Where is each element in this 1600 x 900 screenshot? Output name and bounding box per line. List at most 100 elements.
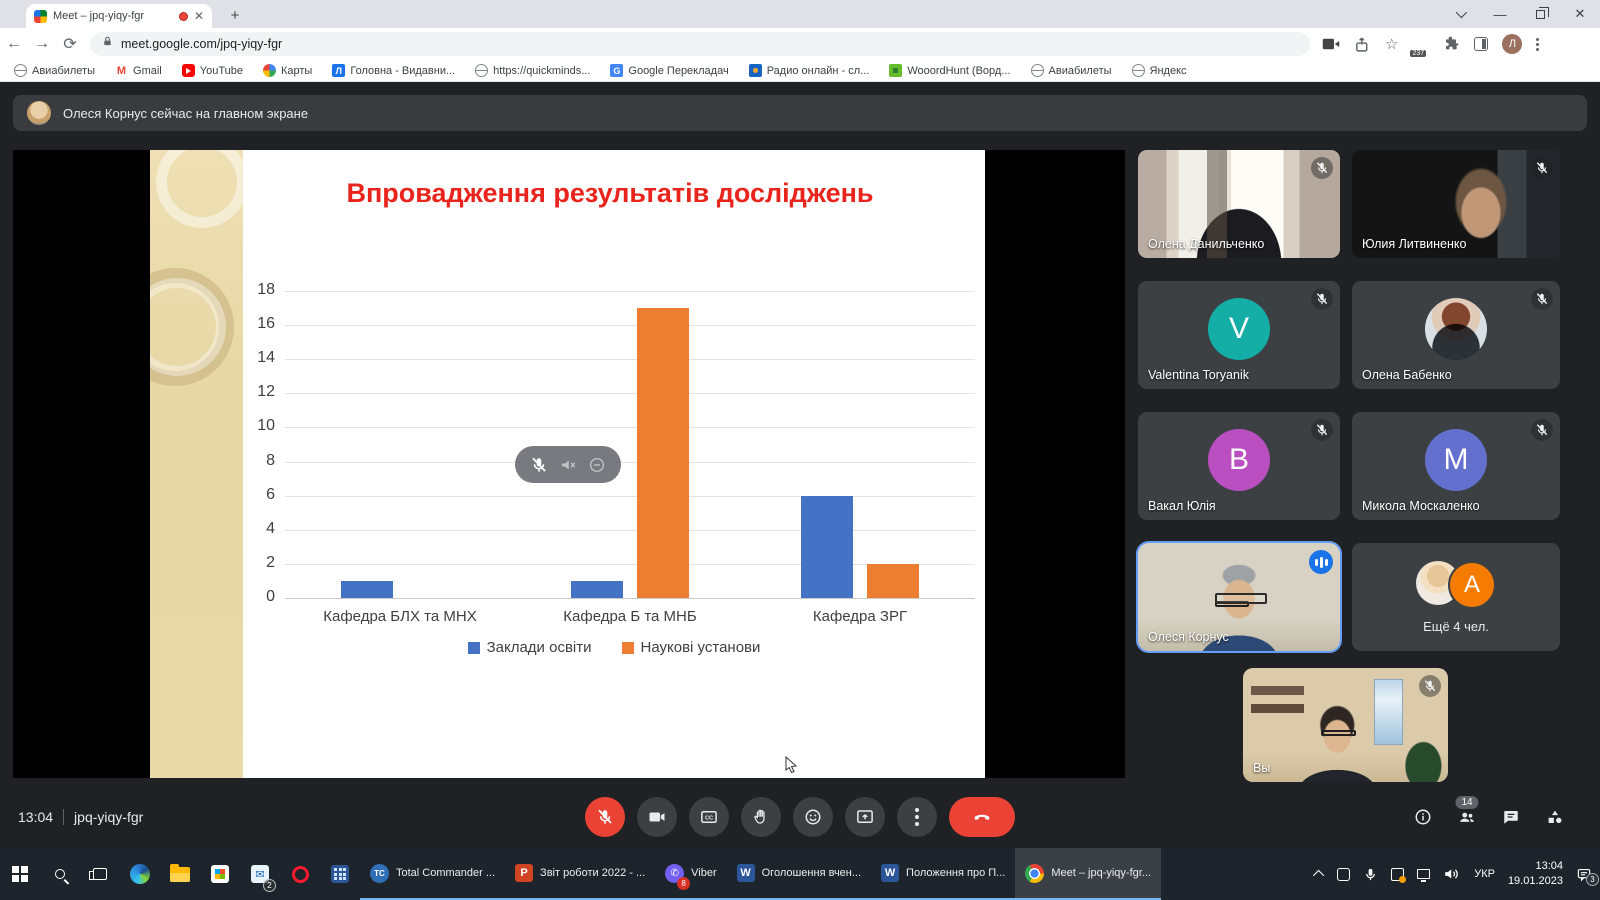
bookmark-item[interactable]: https://quickminds... — [475, 64, 590, 77]
vol-tray-icon[interactable] — [1443, 865, 1461, 883]
minimize-button[interactable]: — — [1493, 6, 1507, 22]
explorer-taskbar-icon[interactable] — [160, 848, 200, 900]
opera-taskbar-icon[interactable] — [280, 848, 320, 900]
bookmark-item[interactable]: WooordHunt (Ворд... — [889, 64, 1011, 77]
participant-tile[interactable]: Юлия Литвиненко — [1352, 150, 1560, 258]
participant-name: Олена Бабенко — [1362, 368, 1452, 382]
browser-menu-icon[interactable] — [1536, 37, 1540, 51]
people-icon[interactable]: 14 — [1455, 795, 1479, 826]
search-taskbar-icon[interactable] — [40, 848, 80, 900]
chat-icon[interactable] — [1502, 808, 1520, 826]
start-taskbar-icon[interactable] — [0, 848, 40, 900]
bookmark-item[interactable]: Л Головна - Видавни... — [332, 64, 455, 77]
end-call-button[interactable] — [949, 796, 1015, 837]
notifications-icon[interactable]: 3 — [1576, 867, 1599, 886]
browser-tab[interactable]: Meet – jpq-yiqy-fgr ✕ — [26, 4, 212, 28]
lock-icon — [102, 35, 113, 53]
participant-tile[interactable]: V Valentina Toryanik — [1138, 281, 1340, 389]
taskbar-app-item[interactable]: P Звіт роботи 2022 - ... — [505, 848, 656, 900]
camera-button[interactable] — [637, 796, 677, 837]
net-tray-icon[interactable] — [1417, 869, 1431, 882]
activities-icon[interactable] — [1546, 808, 1564, 826]
participant-tile[interactable]: В Вакал Юлія — [1138, 412, 1340, 520]
bookmark-item[interactable]: Карты — [262, 64, 312, 77]
profile-avatar[interactable]: Л — [1502, 34, 1523, 54]
participant-tile[interactable]: М Микола Москаленко — [1352, 412, 1560, 520]
meet-page: Олеся Корнус сейчас на главном экране Вп… — [0, 82, 1600, 848]
y-axis-tick: 6 — [266, 485, 275, 503]
gridline — [285, 529, 975, 531]
bookmark-item[interactable]: Яндекс — [1131, 64, 1187, 77]
tab-strip: Meet – jpq-yiqy-fgr ✕ + — ✕ — [0, 0, 1600, 28]
minus-circle-icon[interactable] — [588, 456, 606, 474]
mic-off-icon — [1311, 419, 1333, 441]
reload-button[interactable]: ⟳ — [63, 36, 77, 53]
y-axis-tick: 2 — [266, 553, 275, 571]
side-panel-icon[interactable] — [1474, 37, 1489, 51]
taskbar-pinned: ✉ 2 — [0, 848, 360, 900]
bookmark-item[interactable]: YouTube — [181, 64, 243, 77]
tray-chevron-icon[interactable] — [1313, 869, 1325, 882]
bookmark-label: YouTube — [199, 64, 243, 77]
calculator-taskbar-icon[interactable] — [320, 848, 360, 900]
gridline — [285, 495, 975, 497]
participant-tile[interactable]: A Ещё 4 чел. — [1352, 543, 1560, 651]
close-button[interactable]: ✕ — [1574, 6, 1586, 21]
reactions-button[interactable] — [793, 796, 833, 837]
address-bar[interactable]: meet.google.com/jpq-yiqy-fgr — [90, 32, 1310, 56]
mic-button[interactable] — [585, 796, 625, 837]
new-tab-button[interactable]: + — [230, 7, 240, 24]
store-taskbar-icon[interactable] — [200, 848, 240, 900]
taskbar-clock[interactable]: 13:04 19.01.2023 — [1507, 860, 1563, 887]
panel-icons: 14 — [1414, 795, 1564, 826]
raise-hand-button[interactable] — [741, 796, 781, 837]
sync-tray-icon[interactable] — [1391, 867, 1407, 883]
presenting-banner-text: Олеся Корнус сейчас на главном экране — [63, 105, 309, 121]
calendar-extension-icon[interactable]: 237 — [1410, 50, 1427, 57]
bookmark-item[interactable]: Авиабилеты — [14, 64, 95, 77]
participant-tile[interactable]: Олена Бабенко — [1352, 281, 1560, 389]
participant-tile[interactable]: Олена Данильченко — [1138, 150, 1340, 258]
chart-legend: Заклади освіти Наукові установи — [243, 639, 985, 656]
edge-taskbar-icon[interactable] — [120, 848, 160, 900]
taskbar-app-item[interactable]: TC Total Commander ... — [360, 848, 506, 900]
taskbar-app-active[interactable]: Meet – jpq-yiqy-fgr... — [1015, 848, 1161, 900]
language-indicator[interactable]: УКР — [1474, 868, 1495, 880]
presenting-overlay-toolbar[interactable] — [515, 446, 621, 483]
bookmark-item[interactable]: G Google Перекладач — [610, 64, 729, 77]
taskbar-app-item[interactable]: ✆ Viber 8 — [655, 848, 727, 900]
share-icon[interactable] — [1354, 36, 1371, 53]
extensions-puzzle-icon[interactable] — [1444, 36, 1460, 52]
taskbar-app-item[interactable]: W Положення про П... — [871, 848, 1016, 900]
mic-tray-icon[interactable] — [1363, 867, 1378, 882]
mail-taskbar-icon[interactable]: ✉ 2 — [240, 848, 280, 900]
y-axis-tick: 18 — [257, 281, 275, 298]
task-view-taskbar-icon[interactable] — [80, 848, 120, 900]
shared-slide[interactable]: Впровадження результатів досліджень 0 2 4 6… — [150, 150, 985, 778]
translate-favicon-icon: G — [610, 64, 624, 77]
more-button[interactable] — [897, 796, 937, 837]
video-feed — [1138, 150, 1340, 258]
captions-button[interactable]: CC — [689, 796, 729, 837]
restore-button[interactable] — [1520, 0, 1560, 28]
forward-button[interactable]: → — [34, 35, 50, 52]
tab-close-icon[interactable]: ✕ — [193, 9, 204, 23]
bookmark-item[interactable]: M Gmail — [115, 64, 162, 77]
self-view-tile[interactable]: Вы — [1243, 668, 1448, 782]
info-icon[interactable] — [1414, 808, 1432, 826]
bookmark-star-icon[interactable]: ☆ — [1385, 36, 1399, 53]
bookmark-label: Радио онлайн - сл... — [766, 64, 870, 77]
self-mic-off-icon — [1419, 675, 1441, 697]
participant-tile[interactable]: Олеся Корнус — [1136, 541, 1342, 653]
taskbar-app-item[interactable]: W Оголошення вчен... — [726, 848, 872, 900]
tab-camera-icon[interactable] — [1322, 37, 1340, 51]
device-tray-icon[interactable] — [1337, 867, 1351, 881]
mic-off-icon[interactable] — [530, 456, 548, 474]
window-menu-icon[interactable] — [1440, 0, 1480, 28]
back-button[interactable]: ← — [6, 35, 22, 52]
bookmark-item[interactable]: Авиабилеты — [1030, 64, 1112, 77]
bookmark-item[interactable]: Радио онлайн - сл... — [748, 64, 870, 77]
sound-off-icon[interactable] — [559, 456, 577, 474]
present-button[interactable] — [845, 796, 885, 837]
youtube-favicon-icon — [181, 64, 195, 77]
